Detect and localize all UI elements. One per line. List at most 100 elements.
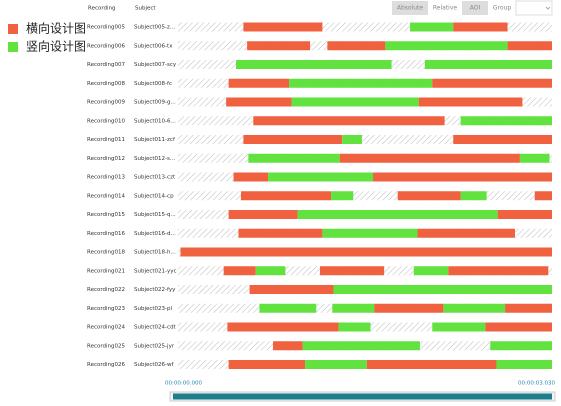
segment <box>432 78 552 88</box>
segment <box>228 210 298 219</box>
segment <box>424 60 552 69</box>
recording-name: Recording012 <box>87 156 125 162</box>
recording-name: Recording014 <box>87 193 126 199</box>
segment <box>228 78 290 88</box>
subject-name: Subject005-z... <box>134 25 175 31</box>
recording-name: Recording024 <box>87 325 126 331</box>
recording-name: Recording022 <box>87 287 125 293</box>
subject-name: Subject014-cp <box>134 193 174 199</box>
segment <box>259 303 317 313</box>
button-bg[interactable] <box>392 1 428 15</box>
segment <box>240 191 332 201</box>
segment <box>248 153 340 163</box>
segment <box>319 266 385 276</box>
segment <box>322 228 418 238</box>
segment <box>247 41 311 51</box>
segment <box>305 360 367 369</box>
legend-swatch <box>8 42 18 52</box>
recording-name: Recording005 <box>87 25 126 31</box>
subject-name: Subject026-wf <box>134 362 175 368</box>
dropdown[interactable] <box>515 0 553 16</box>
segment <box>327 41 386 51</box>
segment <box>507 41 552 51</box>
segment <box>332 303 375 313</box>
recording-name: Recording021 <box>87 268 125 274</box>
header-subject: Subject <box>135 6 156 12</box>
segment <box>485 322 552 332</box>
recording-name: Recording010 <box>87 118 126 124</box>
button-bg[interactable] <box>462 1 488 15</box>
segment <box>453 22 508 32</box>
legend-swatch <box>8 24 18 34</box>
recording-name: Recording015 <box>87 212 126 218</box>
recording-name: Recording009 <box>87 100 126 106</box>
segment <box>374 303 444 313</box>
subject-name: Subject024-cdt <box>134 325 177 331</box>
segment <box>443 303 506 313</box>
segment <box>413 266 449 276</box>
recording-name: Recording016 <box>87 231 126 237</box>
segment <box>418 97 523 107</box>
segment <box>342 135 362 144</box>
segment <box>233 172 269 182</box>
subject-name: Subject011-zcf <box>134 137 176 143</box>
subject-name: Subject008-fc <box>134 81 172 87</box>
segment <box>253 116 445 126</box>
segment <box>243 22 323 32</box>
segment <box>273 341 303 351</box>
button[interactable]: Group <box>493 5 511 12</box>
segment <box>338 322 371 332</box>
chevron <box>545 6 551 10</box>
segment <box>331 191 354 201</box>
subject-name: Subject013-czt <box>134 175 176 181</box>
track <box>178 191 552 201</box>
scrollbar-thumb[interactable] <box>173 393 552 400</box>
legend-label: 竖向设计图 <box>26 39 86 54</box>
recording-name: Recording006 <box>87 43 126 49</box>
segment <box>432 322 486 332</box>
segment <box>228 360 306 369</box>
recording-name: Recording011 <box>87 137 125 143</box>
time-end: 00:00:03.030 <box>518 381 555 387</box>
recording-name: Recording026 <box>87 362 126 368</box>
subject-name: Subject023-pl <box>134 306 173 312</box>
segment <box>373 172 552 182</box>
recording-name: Recording013 <box>87 175 126 181</box>
segment <box>291 97 419 107</box>
segment <box>519 153 550 163</box>
segment <box>410 22 454 32</box>
segment <box>460 116 552 126</box>
button[interactable]: Absolute <box>397 5 424 12</box>
button[interactable]: Relative <box>433 5 458 12</box>
subject-name: Subject018-h... <box>134 250 176 256</box>
segment <box>339 153 520 163</box>
segment <box>490 341 552 351</box>
segment <box>417 228 515 238</box>
subject-name: Subject021-yyc <box>134 268 176 274</box>
segment <box>397 191 461 201</box>
button[interactable]: AOI <box>470 5 481 12</box>
segment <box>534 191 552 201</box>
segment <box>249 285 334 294</box>
time-start: 00:00:00.000 <box>165 381 202 387</box>
subject-name: Subject016-d... <box>134 231 176 237</box>
subject-name: Subject015-q... <box>134 212 176 218</box>
segment <box>302 341 420 351</box>
segment <box>505 303 552 313</box>
segment <box>297 210 498 219</box>
legend-label: 横向设计图 <box>26 21 86 36</box>
subject-name: Subject007-scy <box>134 62 177 68</box>
recording-name: Recording018 <box>87 250 126 256</box>
recording-name: Recording008 <box>87 81 126 87</box>
segment <box>238 228 323 238</box>
segment <box>227 322 339 332</box>
segment <box>460 191 487 201</box>
segment <box>333 285 552 294</box>
track <box>178 22 552 32</box>
segment <box>497 210 552 219</box>
segment <box>448 266 549 276</box>
segment <box>385 41 508 51</box>
subject-name: Subject009-g... <box>134 100 176 106</box>
subject-name: Subject012-s... <box>134 156 175 162</box>
